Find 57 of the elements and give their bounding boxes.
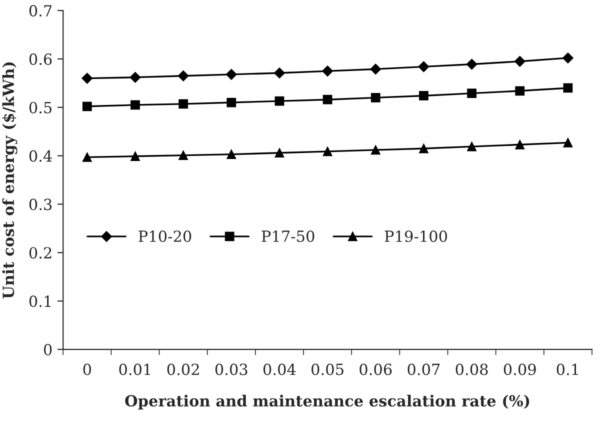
x-tick-label: 0.04 (263, 364, 296, 376)
y-tick-label: 0 (44, 344, 52, 356)
point (418, 61, 430, 72)
y-tick-label: 0.1 (29, 295, 51, 308)
y-tick-label: 0.3 (29, 198, 52, 210)
point (226, 150, 236, 160)
y-tick-label: 0.4 (29, 150, 52, 162)
x-tick-label: 0.07 (408, 364, 440, 376)
y-axis-title: Unit cost of energy ($/kWh) (2, 62, 18, 299)
y-tick-label: 0.2 (29, 247, 52, 259)
legend-label: P19-100 (384, 230, 448, 242)
point (130, 72, 141, 83)
x-tick-label: 0.09 (504, 364, 536, 376)
legend-label: P17-50 (262, 230, 314, 242)
x-tick-label: 0.01 (119, 364, 150, 376)
point (322, 66, 333, 76)
x-tick-label: 0.02 (167, 364, 199, 376)
point (322, 94, 332, 104)
point (178, 150, 188, 160)
point (130, 100, 140, 110)
point (274, 148, 284, 158)
point (130, 152, 140, 161)
point (563, 138, 573, 148)
point (467, 142, 476, 152)
x-axis-title: Operation and maintenance escalation rate (%) (125, 394, 530, 410)
y-tick-label: 0.5 (29, 102, 52, 114)
point (82, 102, 92, 112)
point (370, 92, 380, 102)
point (274, 68, 285, 78)
point (82, 72, 93, 84)
x-tick-label: 0.06 (360, 364, 392, 376)
x-tick-label: 0.08 (456, 364, 488, 376)
point (466, 58, 478, 70)
point (370, 145, 380, 155)
point (419, 144, 428, 154)
point (515, 140, 525, 150)
x-tick-label: 0 (83, 364, 91, 376)
y-tick-label: 0.7 (29, 4, 52, 17)
point (419, 91, 428, 100)
point (514, 56, 526, 67)
legend-label: P10-20 (138, 230, 192, 242)
x-tick-label: 0.03 (215, 364, 248, 376)
point (322, 146, 332, 156)
point (370, 64, 382, 75)
point (82, 152, 92, 162)
x-tick-label: 0.05 (312, 364, 344, 376)
point (562, 52, 574, 64)
point (178, 99, 188, 109)
point (226, 98, 236, 108)
point (515, 86, 525, 96)
point (178, 70, 189, 82)
point (226, 69, 237, 80)
y-tick-label: 0.6 (29, 53, 52, 65)
point (467, 88, 476, 98)
x-tick-label: 0.1 (556, 364, 578, 376)
point (274, 96, 284, 106)
point (563, 83, 573, 93)
